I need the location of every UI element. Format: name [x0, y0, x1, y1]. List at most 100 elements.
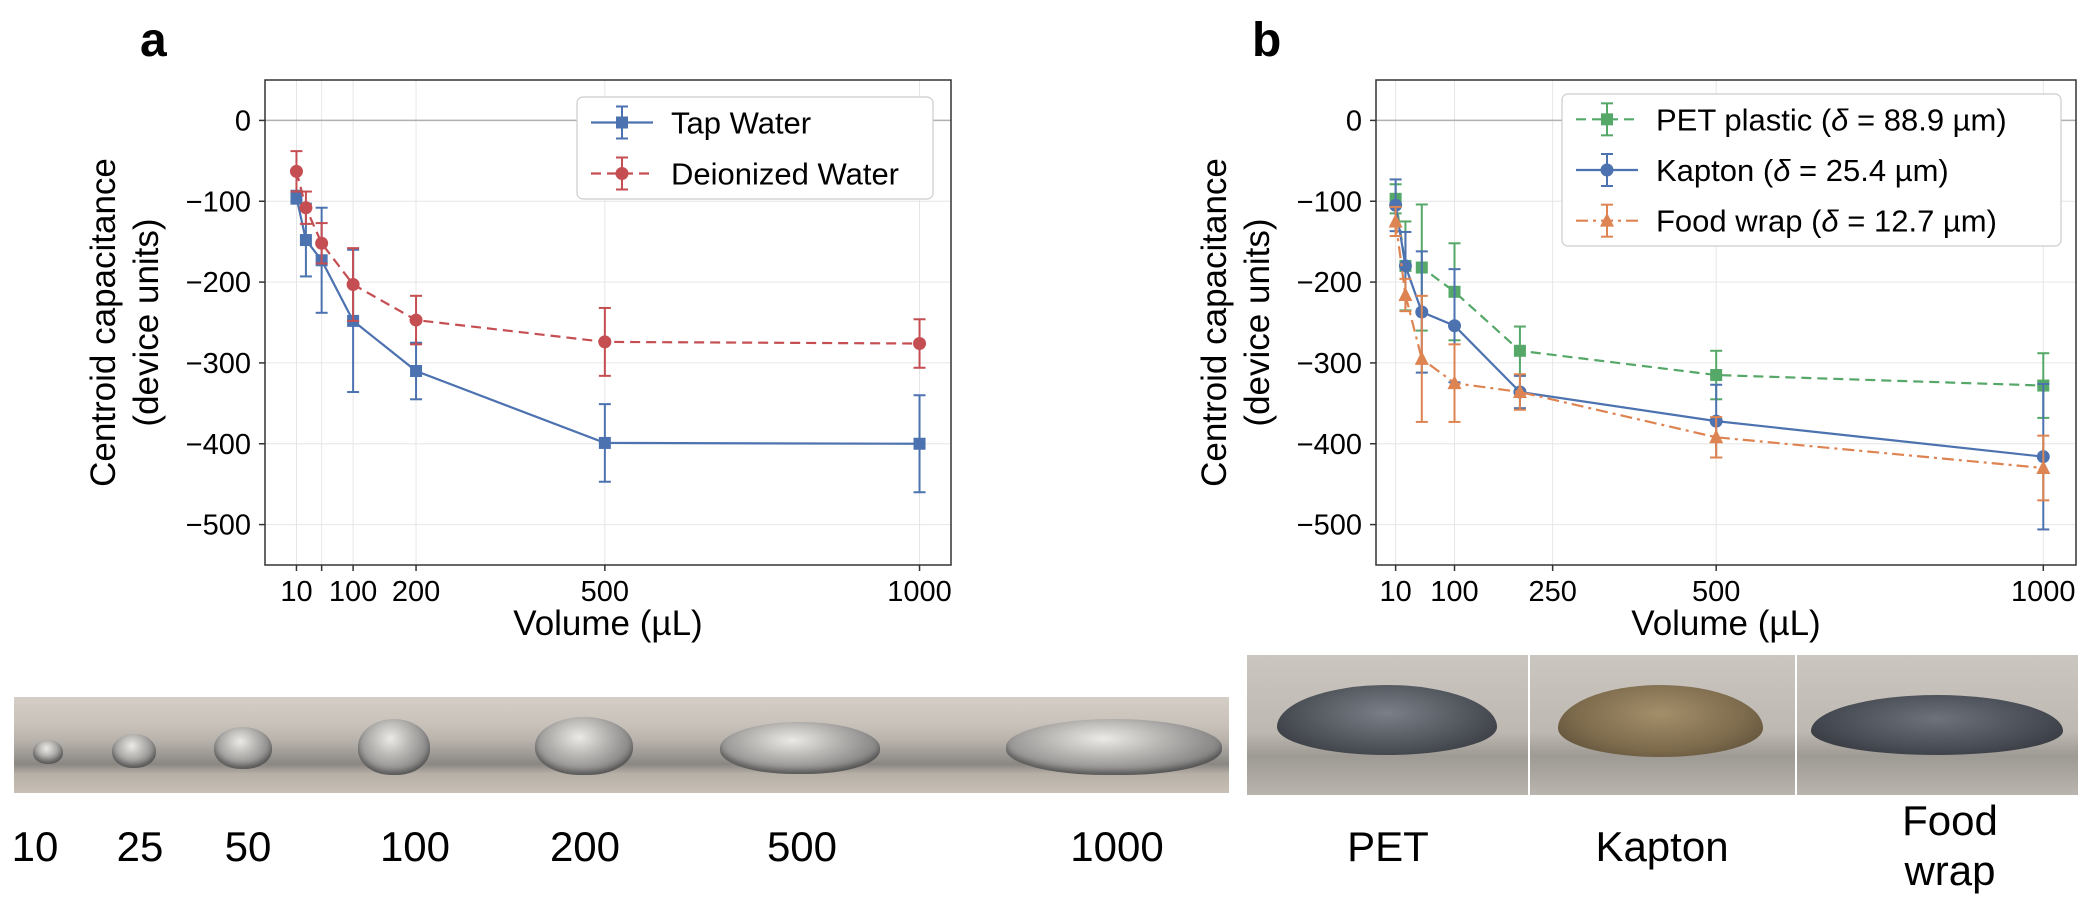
chart-b-series-2-line [1394, 221, 2044, 470]
chart-a-legend-marker-1 [615, 167, 629, 180]
chart-b-ytick-label-1: −100 [1297, 186, 1362, 218]
chart-a-ytick-label-0: 0 [235, 105, 251, 137]
photo-pet [1247, 655, 1528, 795]
volume-label-50: 50 [224, 823, 272, 870]
chart-b-xtick-label-3: 500 [1692, 576, 1740, 608]
chart-a-legend-marker-0 [616, 116, 628, 129]
chart-b-ytick-label-2: −200 [1297, 267, 1362, 299]
chart-b-series-2-point-5 [1709, 429, 1724, 444]
chart-b-legend-label-0: PET plastic (δ = 88.9 µm) [1656, 102, 2007, 137]
chart-b-series-1-point-3 [1448, 319, 1462, 333]
chart-a-series-0-point-5 [598, 436, 611, 449]
chart-a-series-1-point-3 [346, 278, 360, 292]
chart-a-ytick-label-2: −200 [186, 267, 251, 299]
chart-a-xlabel: Volume (µL) [513, 604, 702, 643]
volume-label-25: 25 [116, 823, 164, 870]
chart-a-ytick-label-1: −100 [186, 186, 251, 218]
chart-a-xtick-label-4: 500 [581, 576, 629, 608]
material-label-food-wrap: Food wrap [1880, 796, 2020, 896]
food-wrap-droplet [1811, 695, 2063, 755]
droplet-1000 [1006, 719, 1222, 775]
chart-b-series-2 [1388, 205, 2051, 502]
volume-label-1000: 1000 [1070, 823, 1164, 870]
chart-a-series-0-line [295, 196, 920, 445]
chart-b-ytick-label-3: −300 [1297, 348, 1362, 380]
chart-b-xtick-label-4: 1000 [2011, 576, 2076, 608]
chart-a-series-1-point-5 [598, 335, 612, 349]
chart-b-xlabel: Volume (µL) [1631, 604, 1820, 643]
chart-a-series-0-point-4 [410, 365, 423, 377]
material-label-kapton-line1: Kapton [1595, 823, 1729, 870]
chart-a-legend-label-0: Tap Water [671, 106, 811, 141]
material-label-pet-line1: PET [1347, 823, 1429, 870]
chart-b-series-2-point-1 [1398, 287, 1413, 302]
droplet-25 [112, 734, 156, 768]
chart-b-xtick-label-1: 100 [1430, 576, 1478, 608]
pet-droplet [1277, 685, 1497, 755]
chart-a-xtick-label-3: 200 [392, 576, 440, 608]
panel-letter-b: b [1252, 14, 1281, 67]
chart-b-ylabel-line1: Centroid capacitance [1195, 158, 1234, 487]
chart-a-series-1-point-6 [913, 337, 927, 351]
chart-b-ytick-label-4: −400 [1297, 429, 1362, 461]
material-label-kapton: Kapton [1562, 822, 1762, 872]
chart-b-legend-label-1: Kapton (δ = 25.4 µm) [1656, 153, 1949, 188]
chart-b-series-2-point-0 [1388, 213, 1403, 228]
volume-label-10: 10 [11, 823, 59, 870]
chart-b-series-2-point-4 [1512, 384, 1527, 399]
chart-b-series-2-point-3 [1447, 375, 1462, 390]
chart-a-frame [264, 79, 952, 566]
droplet-photo-strip [14, 697, 1229, 793]
kapton-droplet [1558, 685, 1763, 757]
chart-b-legend-label-2: Food wrap (δ = 12.7 µm) [1656, 204, 1997, 239]
chart-a-ytick-label-5: −500 [186, 510, 251, 542]
material-label-food-line2: wrap [1904, 847, 1996, 894]
chart-a-ylabel-line1: Centroid capacitance [84, 158, 123, 487]
volume-label-200: 200 [549, 823, 621, 870]
photo-kapton [1530, 655, 1795, 795]
chart-b-legend-marker-2 [1600, 212, 1614, 227]
chart-b-series-2-point-2 [1414, 350, 1429, 365]
chart-a-xtick-label-5: 1000 [887, 576, 952, 608]
chart-b-series-0-point-4 [1513, 344, 1526, 357]
chart-a-series-1-point-1 [299, 201, 313, 215]
chart-a-legend-label-1: Deionized Water [671, 157, 899, 192]
chart-b-series-1-point-1 [1398, 259, 1412, 273]
chart-a-xtick-label-0: 10 [280, 576, 312, 608]
droplet-200 [535, 717, 633, 775]
panel-letter-a: a [140, 14, 167, 67]
material-label-pet: PET [1318, 822, 1458, 872]
chart-b-legend-marker-1 [1600, 163, 1614, 177]
chart-a-series-1 [289, 150, 927, 377]
volume-label-100: 100 [379, 823, 451, 870]
chart-b-ylabel-line2: (device units) [1238, 218, 1277, 426]
chart-b: 10 100 250 500 1000 0 −100 −200 −300 −400 −500 Volu… [1195, 79, 2077, 643]
chart-a-xtick-label-2: 100 [329, 576, 377, 608]
chart-a: 10 100 200 500 1000 0 −100 −200 −300 −400 −500 Volu… [84, 79, 952, 643]
chart-a-series-1-point-0 [289, 164, 303, 178]
chart-a-ytick-label-4: −400 [186, 429, 251, 461]
droplet-10 [33, 740, 63, 764]
chart-b-legend-box [1561, 93, 2062, 247]
chart-b-series-2-point-6 [2036, 460, 2051, 474]
droplet-500 [720, 722, 880, 774]
volume-label-500: 500 [766, 823, 838, 870]
chart-a-series-1-point-2 [315, 236, 329, 250]
droplet-50 [214, 727, 272, 769]
photo-food-wrap [1797, 655, 2078, 795]
chart-a-legend-box [576, 96, 934, 200]
material-label-food-line1: Food [1902, 797, 1998, 844]
droplet-100 [358, 719, 430, 775]
chart-b-xtick-label-0: 10 [1379, 576, 1411, 608]
chart-a-series-0-point-6 [913, 437, 926, 450]
chart-a-series-1-point-4 [409, 313, 423, 327]
chart-b-ytick-label-5: −500 [1297, 510, 1362, 542]
chart-a-series-0-point-0 [290, 191, 303, 204]
chart-b-series-0-point-5 [1710, 369, 1723, 382]
chart-b-series-1-point-0 [1389, 198, 1403, 212]
chart-a-ytick-label-3: −300 [186, 348, 251, 380]
chart-b-xtick-label-2: 250 [1528, 576, 1576, 608]
chart-a-ylabel-line2: (device units) [127, 218, 166, 426]
chart-a-series-0-point-1 [299, 234, 312, 247]
